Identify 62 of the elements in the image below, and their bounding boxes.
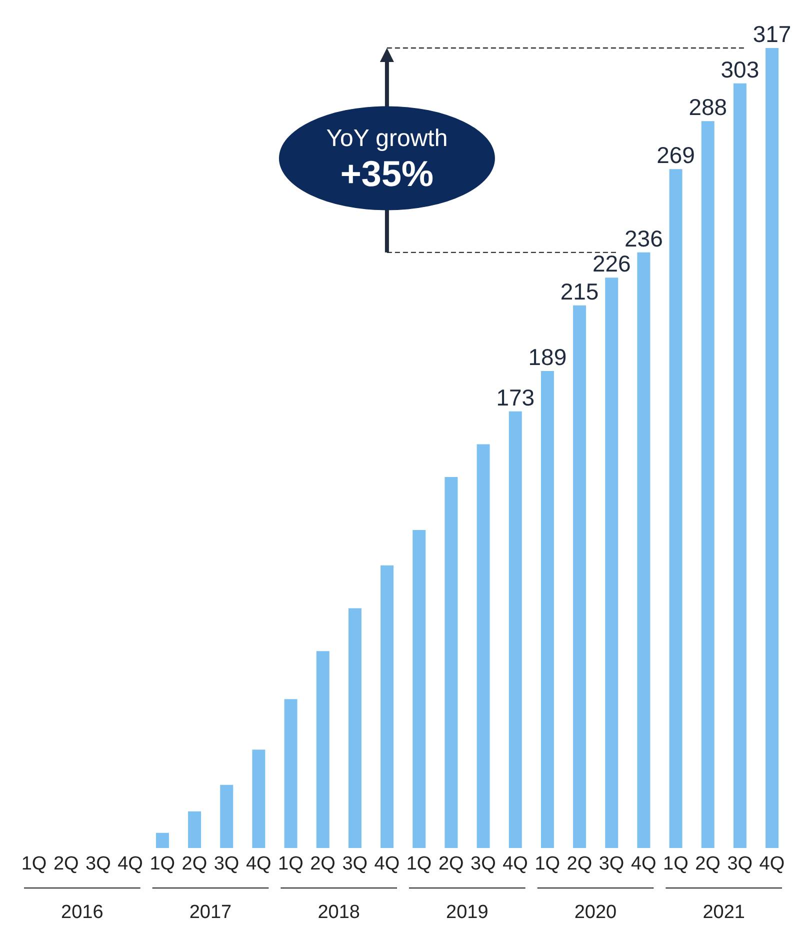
bar [766,48,779,848]
text: 2020 [574,902,617,923]
data-label: 317 [752,21,792,47]
bar [316,651,330,848]
x-tick-label: 2Q [310,853,336,874]
text: 2018 [318,902,360,923]
text: 2019 [446,902,488,923]
x-tick-label: 1Q [406,853,432,874]
x-tick-label: 3Q [86,853,111,874]
annotation: +35% [340,153,434,194]
data-label: 288 [688,94,728,120]
bar [605,278,618,848]
bar [220,784,234,848]
bar [701,121,714,848]
x-tick-label: 2Q [438,853,464,874]
data-label: 303 [720,56,760,82]
bar [348,608,362,848]
text: 2016 [61,902,104,923]
x-tick-label: 1Q [534,853,560,874]
bar [188,811,202,848]
annotation: YoY growth [326,125,448,152]
x-tick-label: 2Q [695,853,720,874]
data-label: 236 [624,225,663,252]
data-label: 269 [656,142,695,168]
data-label: 215 [560,278,599,304]
bar [156,832,169,848]
bar [476,444,490,848]
bar [540,371,554,848]
data-label: 189 [528,344,567,370]
bar [252,750,266,848]
x-tick-label: 2Q [566,853,592,874]
bar [573,305,586,848]
x-tick-label: 4Q [118,853,143,874]
x-tick-label: 4Q [374,853,400,874]
bar [284,699,298,848]
x-tick-label: 1Q [278,853,304,874]
x-tick-label: 3Q [214,853,240,874]
x-tick-label: 3Q [470,853,496,874]
bar [669,169,682,848]
x-tick-label: 4Q [630,853,656,874]
data-label: 226 [592,250,631,277]
x-tick-label: 3Q [727,853,753,874]
x-tick-label: 3Q [598,853,624,874]
bar [733,83,746,848]
bar [637,252,650,848]
text: 2021 [702,902,745,923]
x-tick-label: 4Q [759,853,785,874]
x-tick-label: 3Q [342,853,368,874]
x-tick-label: 4Q [246,853,272,874]
bar [380,565,394,848]
x-tick-label: 1Q [21,853,47,874]
x-tick-label: 2Q [182,853,208,874]
bar [412,530,426,848]
text: 2017 [189,902,232,923]
ellipse-badge: YoY growth +35% [278,106,495,210]
x-tick-label: 4Q [502,853,528,874]
bar [444,477,458,848]
bar [508,411,522,848]
x-tick-label: 1Q [150,853,176,874]
data-label: 173 [496,384,535,410]
x-tick-label: 1Q [663,853,688,874]
x-tick-label: 2Q [53,853,79,874]
